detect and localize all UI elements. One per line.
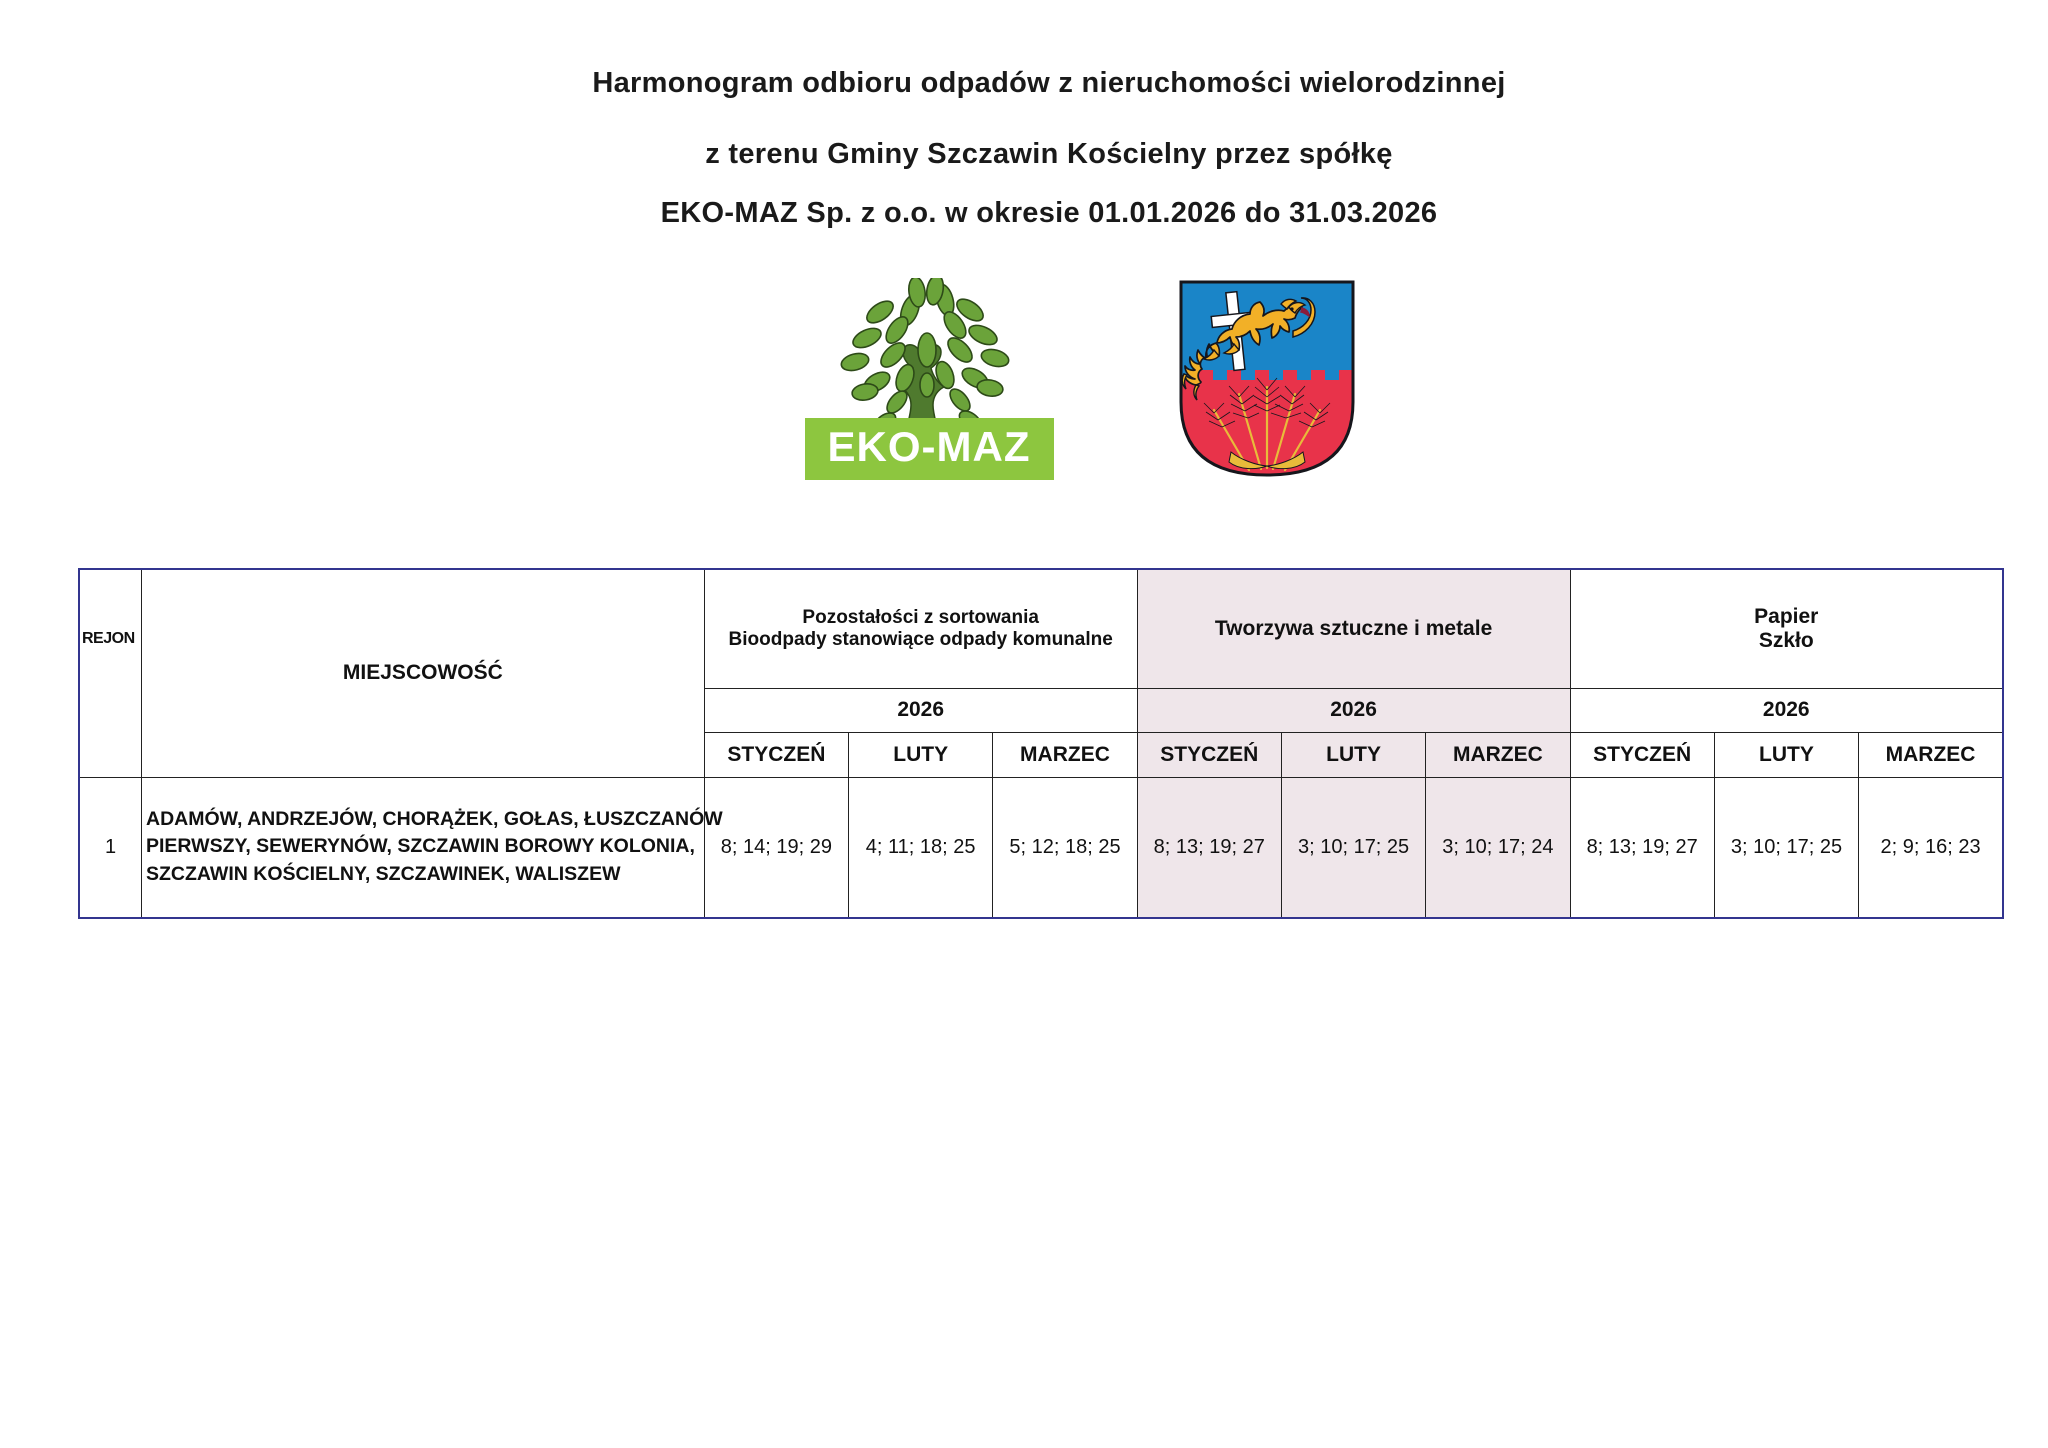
svg-text:EKO-MAZ: EKO-MAZ bbox=[828, 423, 1031, 470]
